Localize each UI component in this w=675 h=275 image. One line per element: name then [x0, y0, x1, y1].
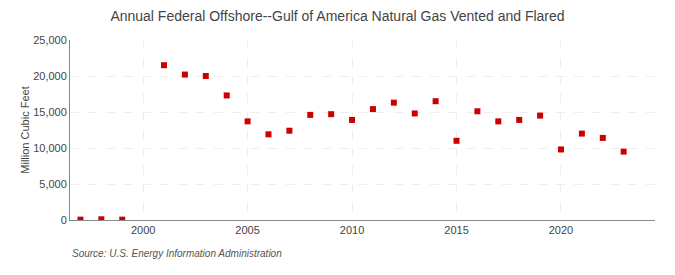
svg-text:10,000: 10,000: [33, 142, 67, 154]
svg-text:25,000: 25,000: [33, 34, 67, 46]
svg-text:2005: 2005: [235, 224, 259, 236]
svg-text:20,000: 20,000: [33, 70, 67, 82]
svg-text:2010: 2010: [340, 224, 364, 236]
svg-text:15,000: 15,000: [33, 106, 67, 118]
svg-text:2020: 2020: [549, 224, 573, 236]
svg-text:2000: 2000: [131, 224, 155, 236]
svg-text:Million Cubic Feet: Million Cubic Feet: [19, 86, 31, 173]
svg-text:Source: U.S. Energy Informatio: Source: U.S. Energy Information Administ…: [72, 248, 282, 259]
svg-text:5,000: 5,000: [39, 178, 67, 190]
svg-text:2015: 2015: [444, 224, 468, 236]
svg-text:Annual Federal Offshore--Gulf: Annual Federal Offshore--Gulf of America…: [110, 8, 564, 24]
svg-text:0: 0: [61, 214, 67, 226]
